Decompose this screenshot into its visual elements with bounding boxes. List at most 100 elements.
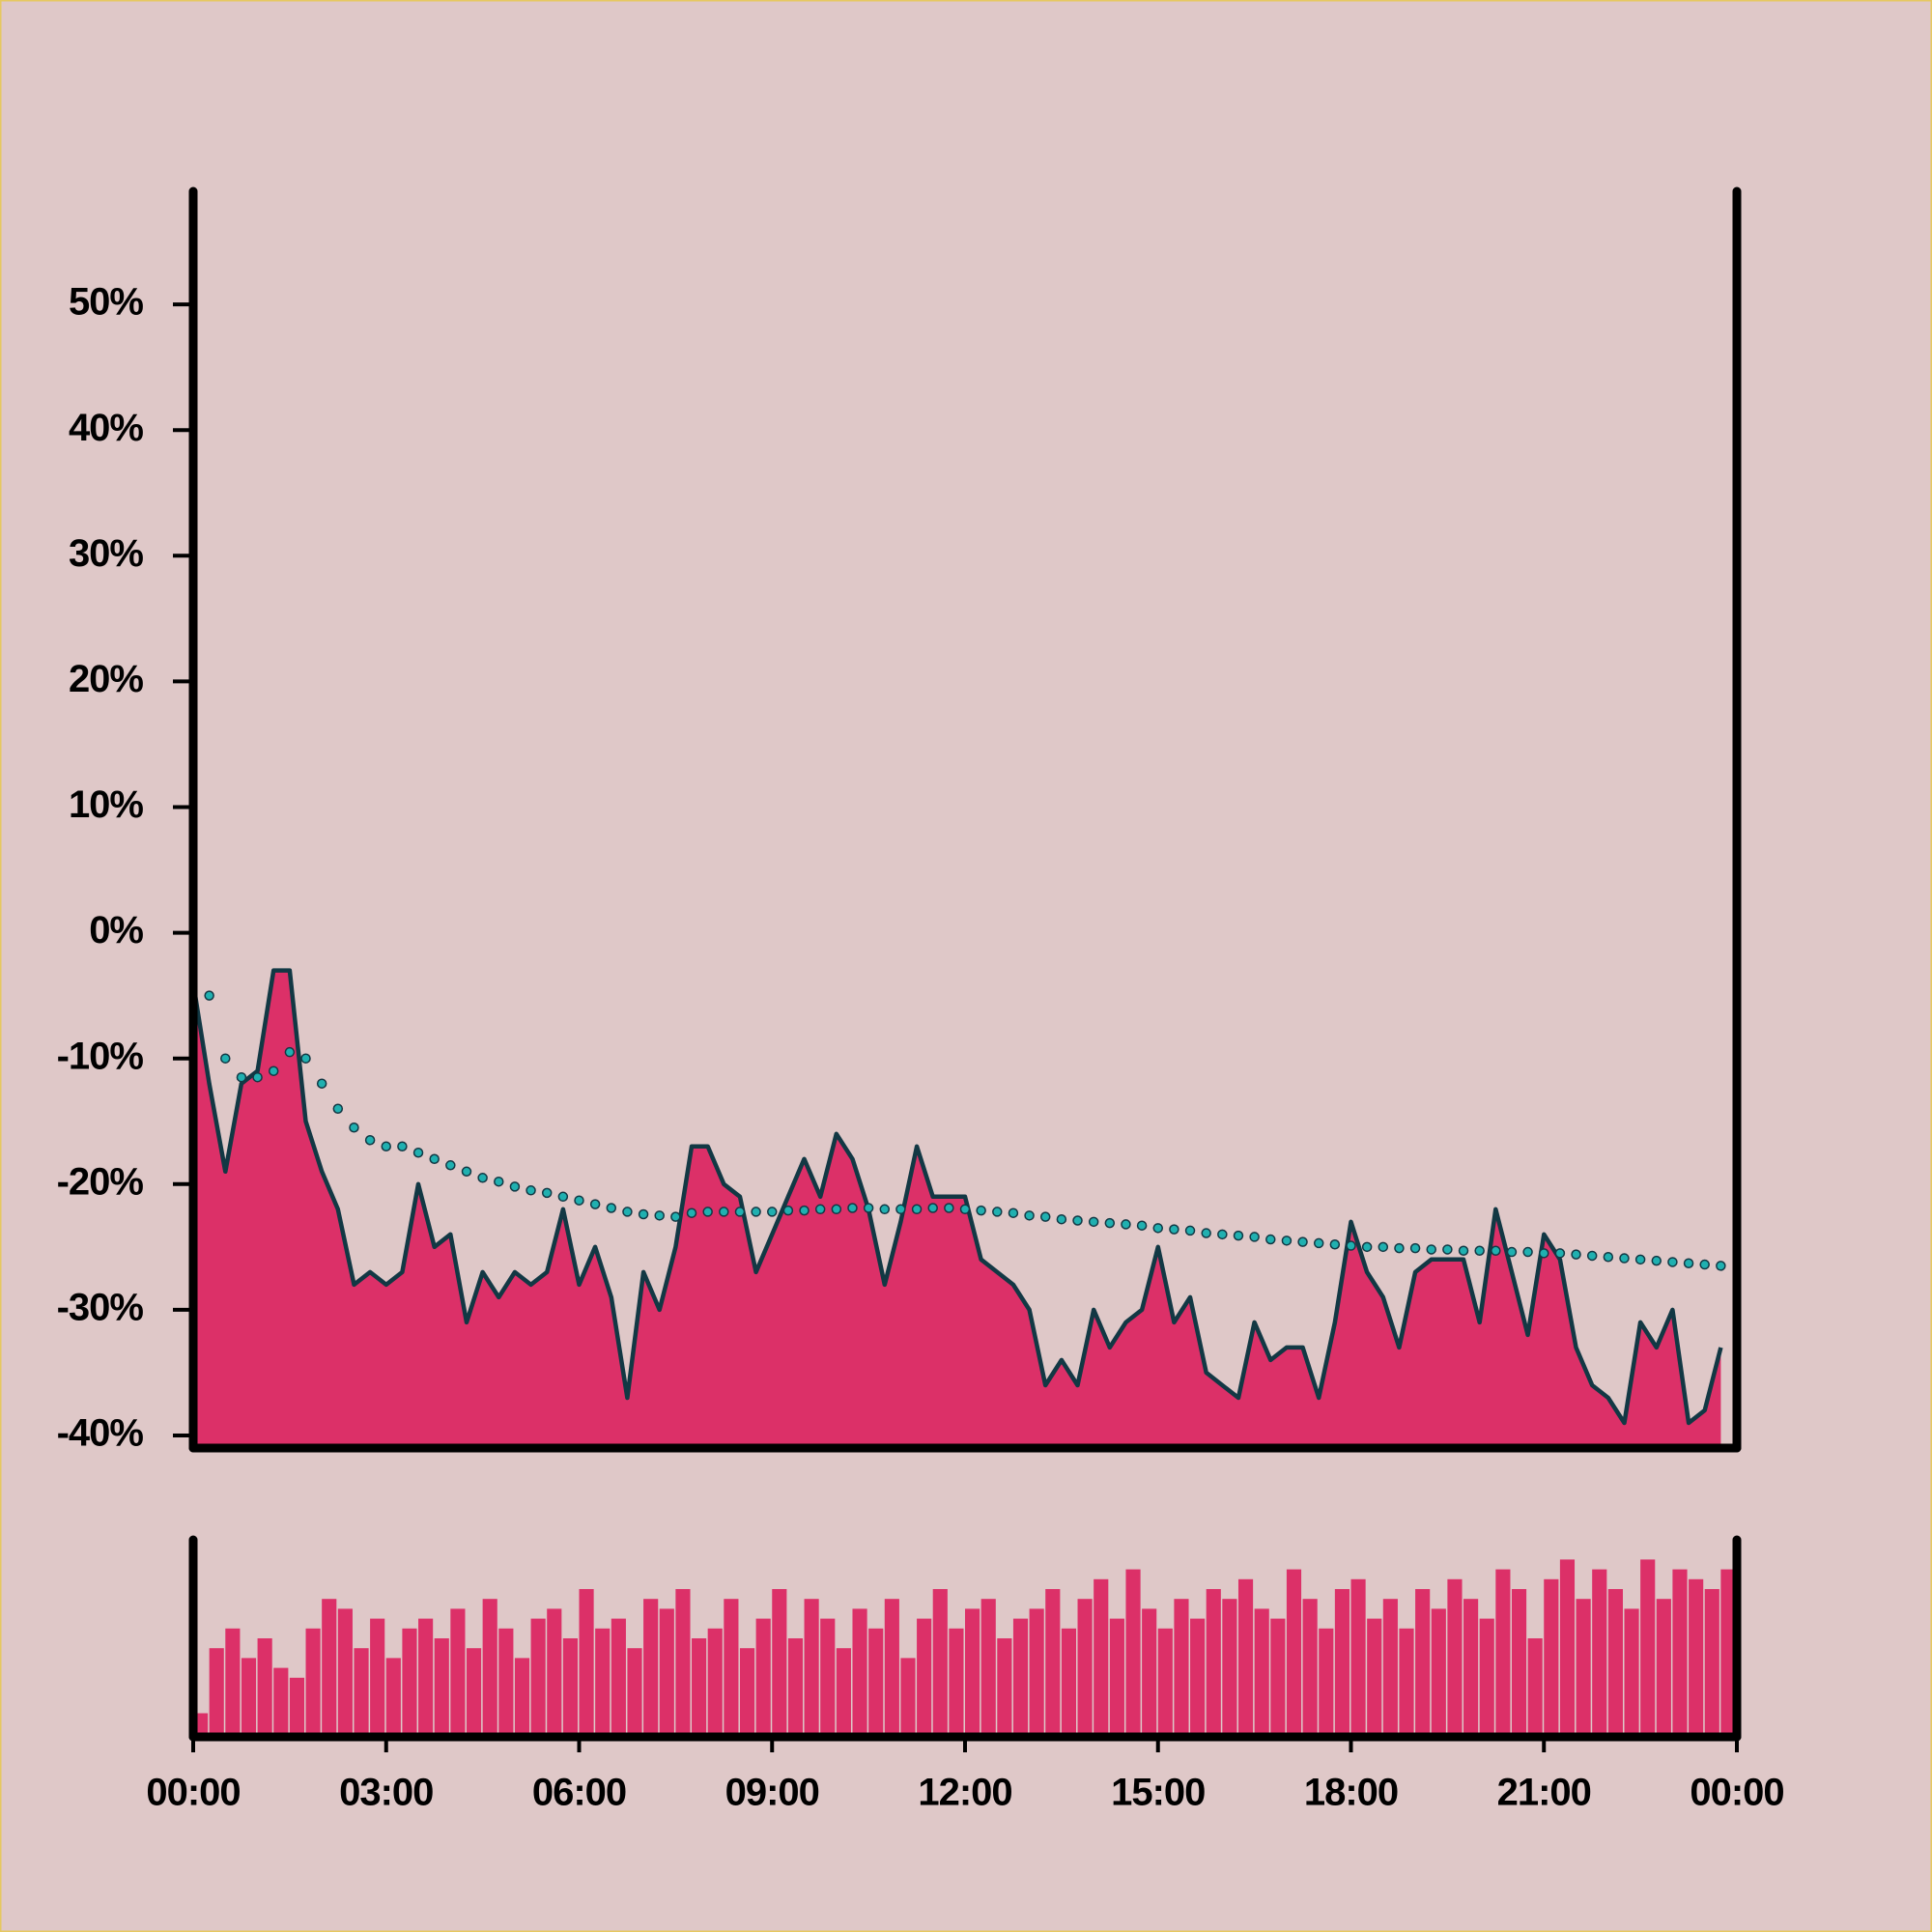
moving-average-dot <box>1506 1246 1518 1258</box>
moving-average-dot <box>702 1207 713 1217</box>
moving-average-dot <box>992 1207 1003 1217</box>
moving-average-dot <box>1169 1224 1179 1235</box>
y-tick-label: 50% <box>69 281 143 324</box>
moving-average-dot <box>1683 1258 1694 1269</box>
volume-bar <box>1415 1589 1431 1737</box>
volume-bar <box>1367 1618 1382 1737</box>
moving-average-dot <box>1233 1230 1244 1241</box>
moving-average-dot <box>574 1195 584 1206</box>
volume-bar <box>1334 1589 1350 1737</box>
y-tick-label: 30% <box>69 532 143 575</box>
moving-average-dot <box>1217 1229 1228 1240</box>
moving-average-dot <box>509 1181 521 1192</box>
volume-bar <box>385 1658 401 1737</box>
volume-bar <box>1061 1628 1077 1737</box>
volume-bar <box>1142 1608 1157 1737</box>
volume-bar <box>787 1638 804 1737</box>
volume-bar <box>884 1599 899 1737</box>
volume-bar <box>1640 1559 1656 1737</box>
moving-average-dot <box>1539 1248 1549 1259</box>
volume-bar <box>949 1628 964 1737</box>
volume-bar <box>1689 1578 1704 1737</box>
volume-bar <box>530 1618 546 1737</box>
axes: -40% -30% -20% -10% 0% 10% 20% 30% 40% 50% 00:00 03… <box>57 186 1785 1814</box>
moving-average-dot <box>606 1203 617 1213</box>
moving-average-dot <box>412 1148 424 1158</box>
x-tick-label: 12:00 <box>918 1772 1011 1814</box>
volume-bar <box>1029 1608 1044 1737</box>
moving-average-dot <box>1554 1248 1566 1259</box>
moving-average-dot <box>831 1204 842 1215</box>
moving-average-dot <box>799 1205 810 1216</box>
volume-bar <box>643 1599 659 1737</box>
volume-bar <box>675 1589 691 1737</box>
volume-bar <box>354 1648 369 1737</box>
moving-average-dot <box>1571 1249 1581 1260</box>
volume-bar <box>1157 1628 1173 1737</box>
moving-average-dot <box>814 1204 826 1215</box>
volume-bar <box>1463 1599 1479 1737</box>
moving-average-dot <box>1619 1253 1630 1264</box>
volume-bar <box>692 1638 707 1737</box>
y-tick-label: -20% <box>57 1160 144 1203</box>
volume-bar <box>1125 1569 1141 1737</box>
volume-bar <box>724 1599 739 1737</box>
moving-average-dot <box>895 1204 906 1215</box>
volume-bar <box>1206 1589 1221 1737</box>
moving-average-dot <box>1072 1215 1083 1226</box>
moving-average-dot <box>1634 1254 1646 1265</box>
moving-average-dot <box>863 1203 874 1213</box>
moving-average-dot <box>638 1208 649 1220</box>
moving-average-dot <box>1474 1245 1485 1256</box>
volume-bar <box>1190 1618 1206 1737</box>
moving-average-dot <box>445 1160 456 1171</box>
moving-average-dot <box>252 1071 263 1083</box>
x-tick-label: 09:00 <box>725 1772 819 1814</box>
moving-average-dot <box>397 1141 408 1152</box>
volume-bar <box>322 1599 337 1737</box>
moving-average-dot <box>1297 1236 1308 1247</box>
x-tick-label: 06:00 <box>532 1772 626 1814</box>
volume-bar <box>514 1658 530 1737</box>
volume-bar <box>305 1628 321 1737</box>
moving-average-dot <box>494 1176 504 1187</box>
moving-average-dot <box>1265 1234 1276 1245</box>
volume-bar <box>1527 1638 1543 1737</box>
main-plot <box>193 968 1726 1448</box>
moving-average-dot <box>316 1078 327 1089</box>
moving-average-dot <box>381 1141 391 1152</box>
volume-bar <box>755 1618 771 1737</box>
moving-average-dot <box>1491 1245 1501 1256</box>
volume-bar <box>868 1628 884 1737</box>
moving-average-dot <box>1603 1251 1614 1263</box>
moving-average-dot <box>1104 1217 1116 1229</box>
x-tick-label: 15:00 <box>1111 1772 1205 1814</box>
volume-bar <box>1672 1569 1688 1737</box>
volume-bar <box>337 1608 353 1737</box>
moving-average-dot <box>349 1122 359 1133</box>
volume-bar <box>257 1638 272 1737</box>
moving-average-dot <box>927 1203 938 1213</box>
moving-average-dot <box>332 1103 344 1114</box>
moving-average-dot <box>557 1191 569 1203</box>
moving-average-dot <box>236 1071 247 1083</box>
volume-bar <box>627 1648 642 1737</box>
x-tick-label: 00:00 <box>1690 1772 1783 1814</box>
moving-average-dot <box>622 1207 633 1217</box>
moving-average-dot <box>1201 1228 1211 1238</box>
x-tick-label: 03:00 <box>339 1772 433 1814</box>
volume-bar <box>562 1638 578 1737</box>
moving-average-dot <box>1699 1259 1710 1270</box>
moving-average-dot <box>477 1173 488 1183</box>
moving-average-dot <box>1184 1225 1196 1236</box>
volume-bar <box>418 1618 434 1737</box>
moving-average-dot <box>1121 1219 1131 1230</box>
volume-bar <box>1237 1578 1254 1737</box>
volume-bar <box>1270 1618 1286 1737</box>
volume-bar <box>1479 1618 1494 1737</box>
volume-bar <box>1720 1569 1736 1737</box>
volume-bar <box>370 1618 385 1737</box>
volume-bar <box>1576 1599 1591 1737</box>
moving-average-dot <box>1586 1250 1598 1262</box>
